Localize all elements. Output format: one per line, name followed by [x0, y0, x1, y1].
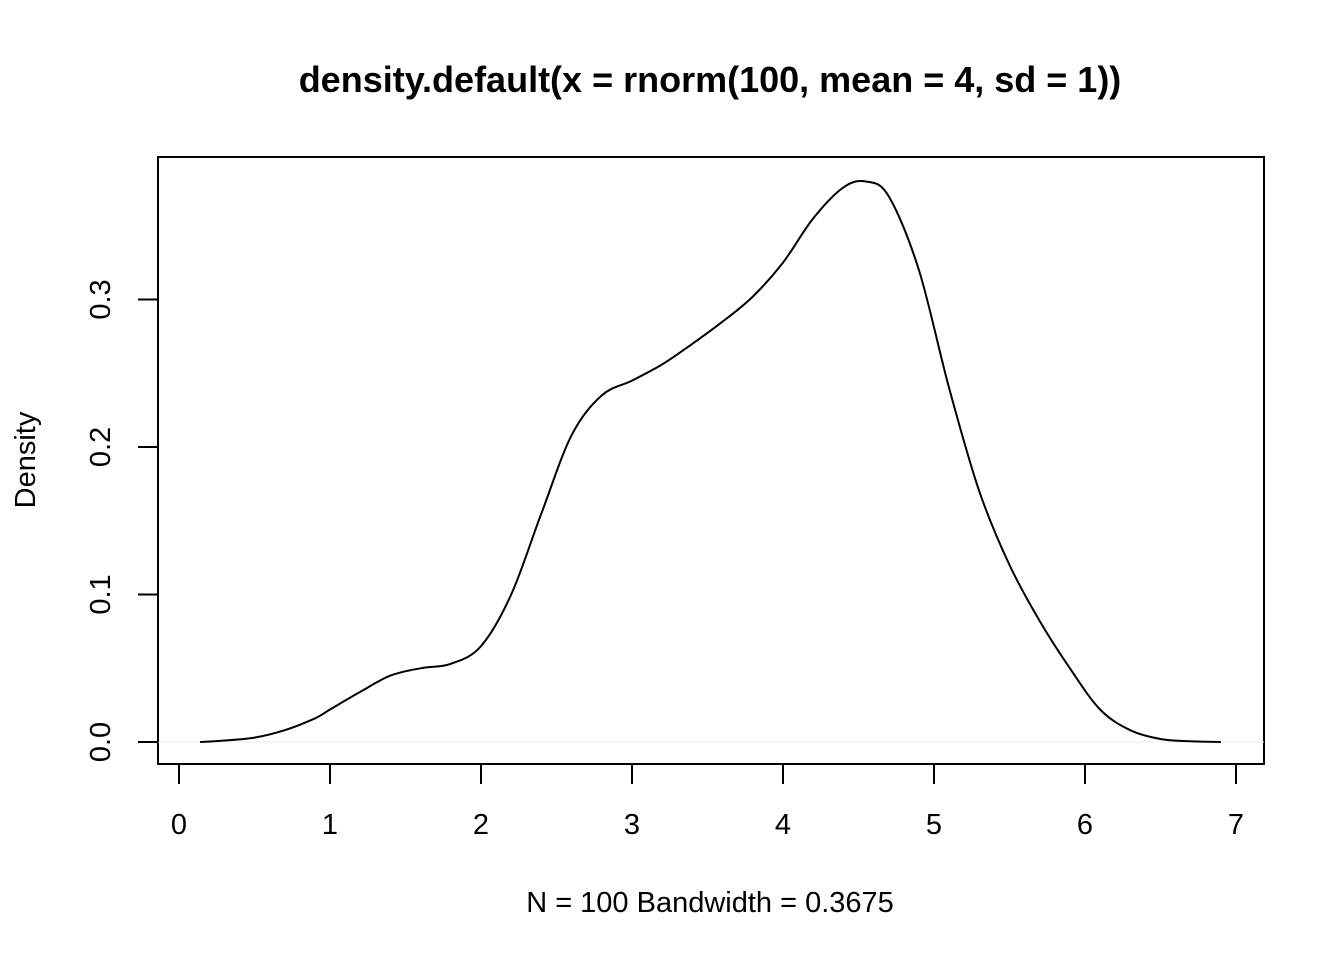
y-tick-label: 0.0 [85, 722, 117, 762]
x-axis: 0 1 2 3 4 5 6 7 [171, 763, 1244, 841]
density-curve [200, 179, 1221, 743]
x-tick-label: 1 [322, 809, 338, 841]
x-tick-label: 0 [171, 809, 187, 841]
x-tick-label: 4 [775, 809, 791, 841]
x-axis-label: N = 100 Bandwidth = 0.3675 [526, 887, 894, 919]
chart-title: density.default(x = rnorm(100, mean = 4,… [299, 59, 1122, 100]
x-tick-label: 7 [1228, 809, 1244, 841]
y-tick-label: 0.2 [85, 427, 117, 467]
y-axis: 0.0 0.1 0.2 0.3 [85, 279, 159, 762]
y-axis-label: Density [10, 411, 42, 508]
x-tick-label: 3 [624, 809, 640, 841]
x-tick-label: 2 [473, 809, 489, 841]
plot-area [157, 156, 1265, 765]
x-tick-label: 5 [926, 809, 942, 841]
x-tick-label: 6 [1077, 809, 1093, 841]
y-tick-label: 0.1 [85, 574, 117, 614]
y-tick-label: 0.3 [85, 279, 117, 319]
